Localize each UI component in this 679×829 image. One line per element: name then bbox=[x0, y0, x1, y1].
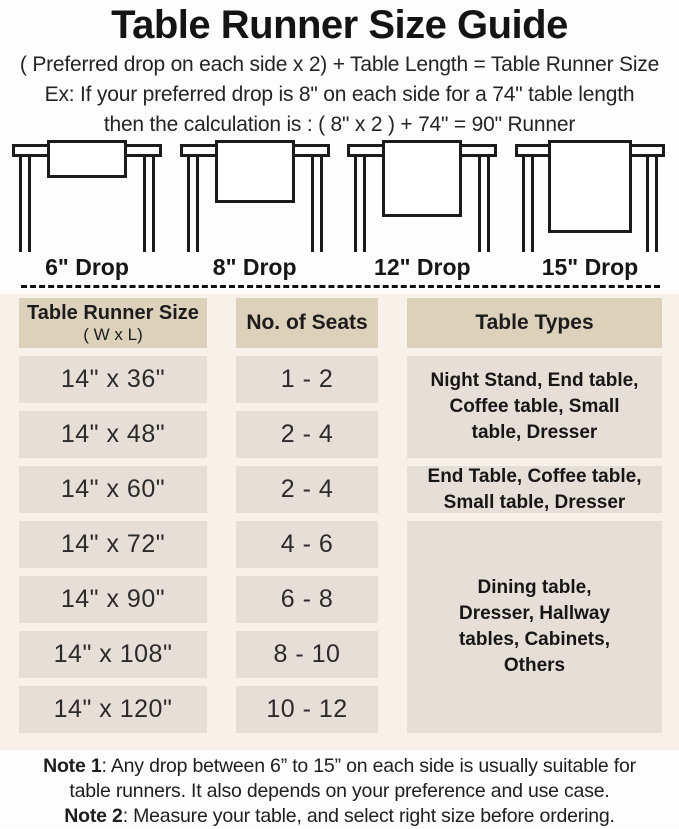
table-figure-6-drop bbox=[12, 140, 162, 252]
table-leg bbox=[354, 154, 367, 252]
seats-cell: 4 - 6 bbox=[236, 521, 378, 568]
table-leg bbox=[645, 154, 658, 252]
notes-section: Note 1: Any drop between 6” to 15” on ea… bbox=[0, 754, 679, 829]
seats-cell: 2 - 4 bbox=[236, 466, 378, 513]
types-cell-large-tables: Dining table, Dresser, Hallway tables, C… bbox=[407, 521, 662, 733]
table-leg bbox=[478, 154, 491, 252]
note-1-label: Note 1 bbox=[43, 755, 102, 777]
size-cell: 14" x 90" bbox=[19, 576, 207, 623]
size-cell: 14" x 72" bbox=[19, 521, 207, 568]
size-cell: 14" x 108" bbox=[19, 631, 207, 678]
seats-cell: 1 - 2 bbox=[236, 356, 378, 403]
table-leg bbox=[186, 154, 199, 252]
seats-cell: 10 - 12 bbox=[236, 686, 378, 733]
size-cell: 14" x 48" bbox=[19, 411, 207, 458]
types-cell-small-tables: Night Stand, End table, Coffee table, Sm… bbox=[407, 356, 662, 458]
header-cell-seats: No. of Seats bbox=[236, 298, 378, 348]
size-table: Table Runner Size ( W x L) No. of Seats … bbox=[19, 298, 662, 733]
example-line-1: Ex: If your preferred drop is 8" on each… bbox=[44, 83, 635, 106]
header-cell-size: Table Runner Size ( W x L) bbox=[19, 298, 207, 348]
drop-label-row: 6" Drop 8" Drop 12" Drop 15" Drop bbox=[0, 252, 679, 282]
table-leg bbox=[521, 154, 534, 252]
table-figure-12-drop bbox=[347, 140, 498, 252]
header-cell-types: Table Types bbox=[407, 298, 662, 348]
runner-rect bbox=[47, 140, 127, 178]
drop-label-15: 15" Drop bbox=[541, 254, 639, 280]
drop-label-12: 12" Drop bbox=[374, 254, 471, 280]
table-leg bbox=[143, 154, 155, 252]
drop-illustrations bbox=[0, 140, 679, 252]
drop-label-8: 8" Drop bbox=[212, 254, 297, 280]
size-cell: 14" x 36" bbox=[19, 356, 207, 403]
header-size-subtitle: ( W x L) bbox=[83, 324, 143, 344]
guide-header: Table Runner Size Guide ( Preferred drop… bbox=[0, 0, 679, 140]
page-title: Table Runner Size Guide bbox=[111, 3, 568, 47]
note-2-label: Note 2 bbox=[64, 805, 123, 827]
header-size-title: Table Runner Size bbox=[27, 301, 199, 324]
table-figure-15-drop bbox=[514, 140, 665, 252]
dashed-divider bbox=[21, 285, 660, 288]
table-figure-8-drop bbox=[179, 140, 330, 252]
runner-rect bbox=[214, 140, 295, 203]
size-cell: 14" x 120" bbox=[19, 686, 207, 733]
example-line-2: then the calculation is : ( 8" x 2 ) + 7… bbox=[103, 113, 576, 136]
table-leg bbox=[19, 154, 31, 252]
size-cell: 14" x 60" bbox=[19, 466, 207, 513]
seats-cell: 6 - 8 bbox=[236, 576, 378, 623]
types-cell-medium-tables: End Table, Coffee table, Small table, Dr… bbox=[407, 466, 662, 513]
note-1: Note 1: Any drop between 6” to 15” on ea… bbox=[43, 755, 636, 802]
table-leg bbox=[310, 154, 323, 252]
size-table-section: Table Runner Size ( W x L) No. of Seats … bbox=[0, 294, 679, 750]
seats-cell: 2 - 4 bbox=[236, 411, 378, 458]
drop-label-6: 6" Drop bbox=[45, 254, 129, 280]
runner-rect bbox=[547, 140, 632, 233]
runner-rect bbox=[382, 140, 463, 217]
formula-text: ( Preferred drop on each side x 2) + Tab… bbox=[19, 53, 660, 76]
note-2: Note 2: Measure your table, and select r… bbox=[64, 805, 615, 827]
seats-cell: 8 - 10 bbox=[236, 631, 378, 678]
